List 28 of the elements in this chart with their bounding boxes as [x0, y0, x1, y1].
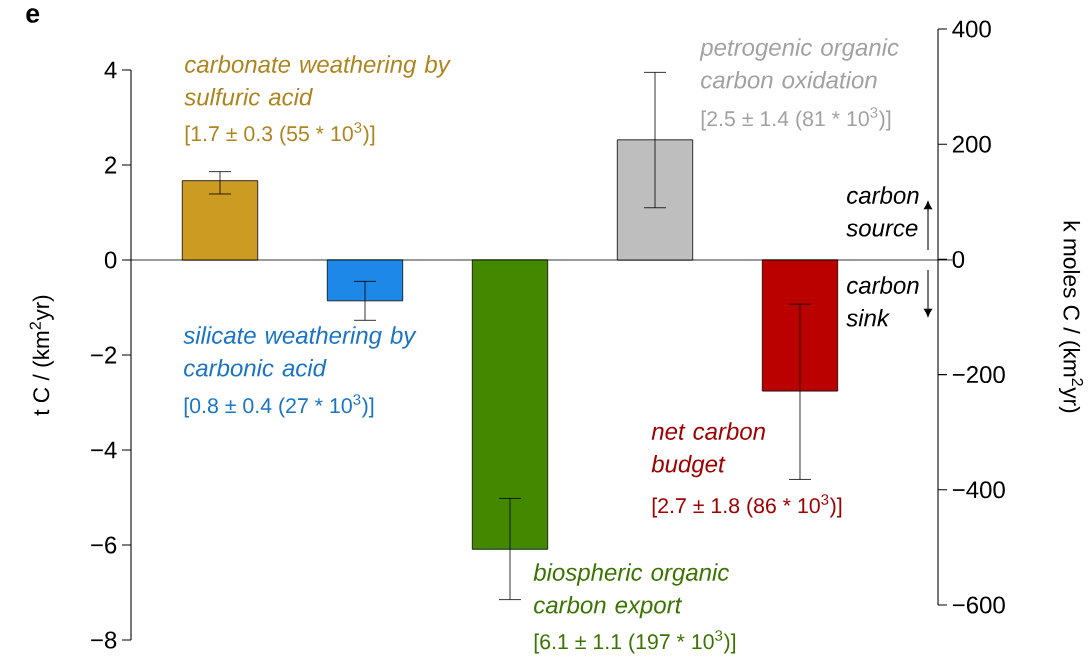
annotation: carbon source	[846, 186, 919, 237]
y2-tick-label: −600	[952, 596, 1005, 614]
annotation: biospheric organic carbon export	[533, 563, 730, 619]
y-axis-title: t C / (km$^{2}$yr)	[29, 295, 54, 416]
y-tick-label: −8	[91, 631, 117, 649]
annotation: [6.1 ± 1.1 (197 * 10$^{3}$)]	[534, 630, 736, 654]
y2-tick-label: −400	[952, 481, 1005, 499]
annotation: silicate weathering by carbonic acid	[183, 326, 417, 377]
text: e	[26, 8, 40, 23]
y-tick-label: 4	[104, 61, 117, 79]
annotation: carbonate weathering by sulfuric acid	[184, 55, 451, 106]
y-tick-label: 2	[105, 156, 117, 174]
annotation: [1.7 ± 0.3 (55 * 10$^{3}$)]	[185, 122, 375, 146]
annotation: petrogenic organic carbon oxidation	[699, 38, 899, 89]
y-tick-label: −2	[91, 346, 117, 364]
annotation: [0.8 ± 0.4 (27 * 10$^{3}$)]	[184, 394, 374, 418]
y2-tick-label: 200	[952, 135, 991, 153]
annotation: net carbon budget	[651, 422, 765, 478]
annotation: carbon sink	[846, 276, 919, 327]
y2-tick-label: 400	[952, 20, 991, 38]
y2-tick-label: −200	[952, 366, 1005, 384]
y-tick-label: −4	[91, 441, 117, 459]
annotation: [2.7 ± 1.8 (86 * 10$^{3}$)]	[652, 494, 842, 518]
y2-axis-title: k moles C / (km$^{2}$yr)	[1058, 221, 1084, 413]
y2-tick-label: 0	[952, 250, 965, 268]
y-tick-label: 0	[104, 251, 117, 269]
annotation: [2.5 ± 1.4 (81 * 10$^{3}$)]	[701, 107, 891, 131]
y-tick-label: −6	[91, 536, 117, 554]
